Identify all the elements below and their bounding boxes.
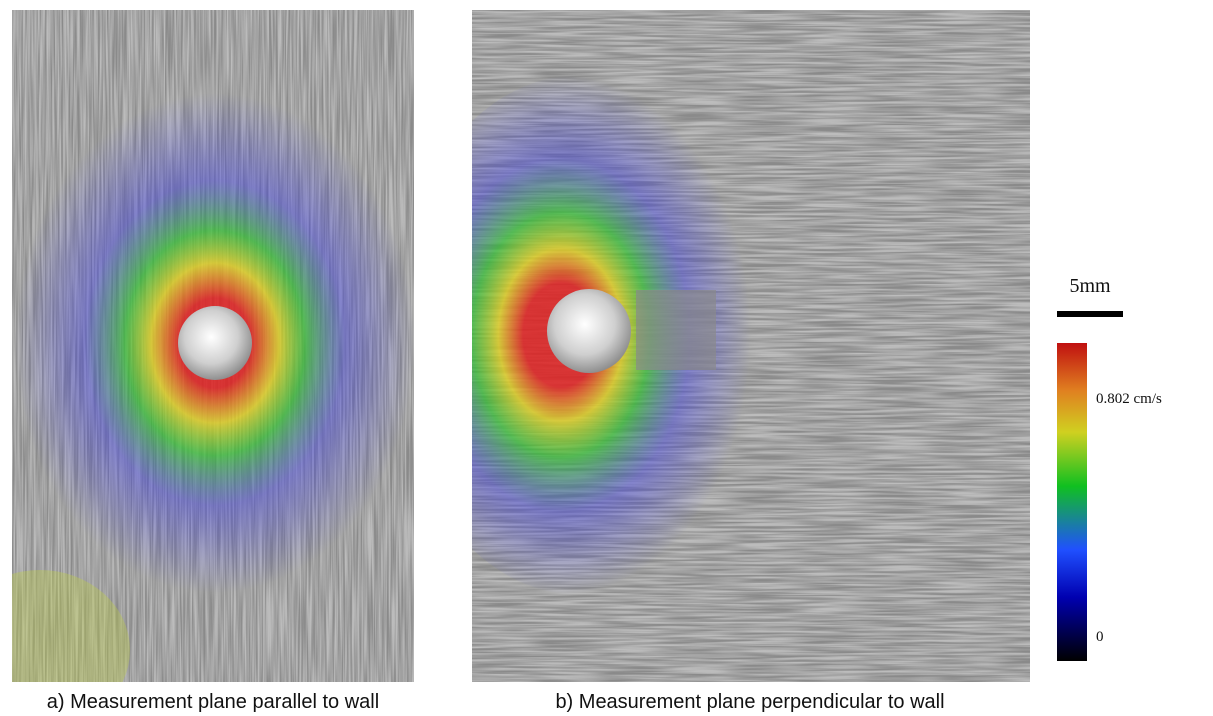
scale-bar-label: 5mm <box>1069 275 1111 297</box>
page: a) Measurement plane parallel to wall b)… <box>0 0 1213 716</box>
panel-b-image <box>390 10 1030 682</box>
figure: a) Measurement plane parallel to wall b)… <box>0 0 1213 716</box>
scale-bar <box>1057 311 1123 317</box>
colorbar <box>1057 343 1087 661</box>
colorbar-min-label: 0 <box>1096 629 1104 645</box>
caption-a: a) Measurement plane parallel to wall <box>47 691 379 713</box>
caption-b: b) Measurement plane perpendicular to wa… <box>555 691 944 713</box>
colorbar-max-label: 0.802 cm/s <box>1096 391 1162 407</box>
panel-a-image <box>0 10 415 716</box>
